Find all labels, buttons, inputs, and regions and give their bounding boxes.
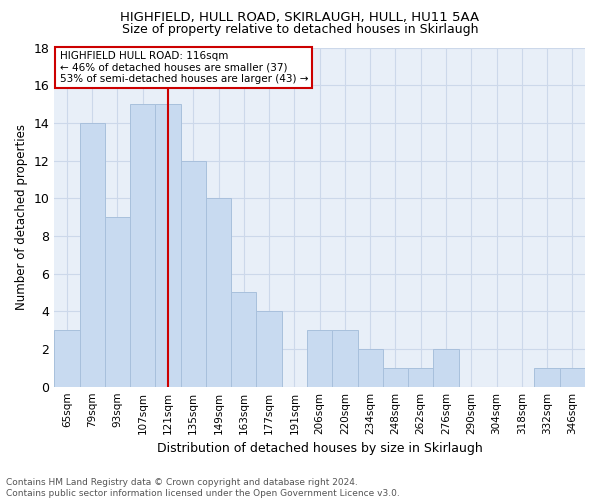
Text: HIGHFIELD, HULL ROAD, SKIRLAUGH, HULL, HU11 5AA: HIGHFIELD, HULL ROAD, SKIRLAUGH, HULL, H…: [121, 11, 479, 24]
Bar: [206, 198, 231, 386]
Bar: [231, 292, 256, 386]
Text: HIGHFIELD HULL ROAD: 116sqm
← 46% of detached houses are smaller (37)
53% of sem: HIGHFIELD HULL ROAD: 116sqm ← 46% of det…: [59, 51, 308, 84]
Bar: [383, 368, 408, 386]
Bar: [130, 104, 155, 387]
X-axis label: Distribution of detached houses by size in Skirlaugh: Distribution of detached houses by size …: [157, 442, 482, 455]
Y-axis label: Number of detached properties: Number of detached properties: [15, 124, 28, 310]
Bar: [307, 330, 332, 386]
Bar: [408, 368, 433, 386]
Bar: [155, 104, 181, 387]
Text: Contains HM Land Registry data © Crown copyright and database right 2024.
Contai: Contains HM Land Registry data © Crown c…: [6, 478, 400, 498]
Bar: [54, 330, 80, 386]
Bar: [105, 217, 130, 386]
Bar: [560, 368, 585, 386]
Bar: [181, 160, 206, 386]
Bar: [332, 330, 358, 386]
Bar: [256, 312, 282, 386]
Bar: [358, 349, 383, 387]
Bar: [433, 349, 458, 387]
Bar: [535, 368, 560, 386]
Text: Size of property relative to detached houses in Skirlaugh: Size of property relative to detached ho…: [122, 22, 478, 36]
Bar: [80, 123, 105, 386]
